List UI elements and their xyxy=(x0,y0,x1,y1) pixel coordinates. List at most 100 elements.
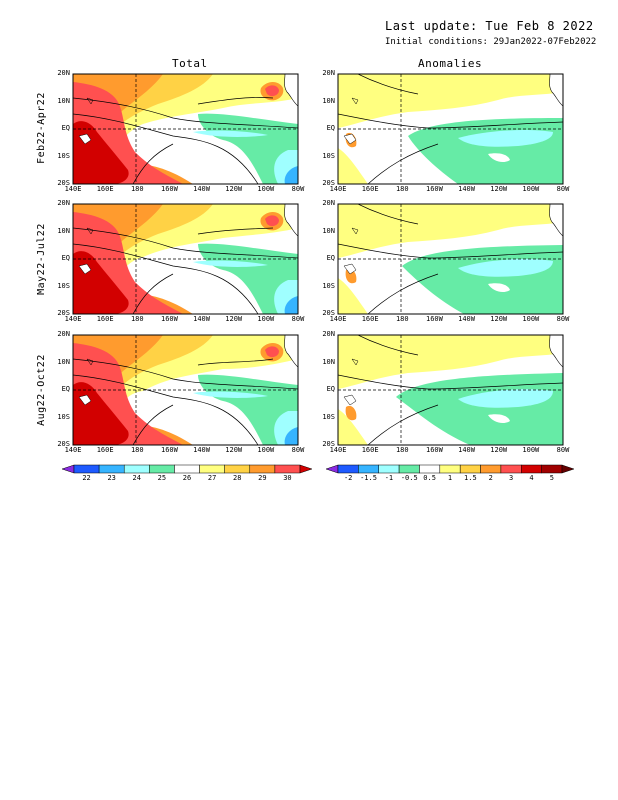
lon-label: 140E xyxy=(329,185,347,193)
lon-label: 100W xyxy=(257,185,275,193)
colorbar-anomalies xyxy=(325,464,575,474)
colorbar-label: 1.5 xyxy=(464,474,477,482)
colorbar-swatch xyxy=(521,464,542,474)
lon-label: 120W xyxy=(490,315,508,323)
lon-label: 120W xyxy=(225,315,243,323)
lon-label: 160E xyxy=(361,185,379,193)
lon-label: 80W xyxy=(291,446,305,454)
lon-label: 80W xyxy=(556,185,570,193)
colorbar-swatch xyxy=(149,464,175,474)
lat-label: EQ xyxy=(326,254,335,262)
lat-label: 20N xyxy=(322,330,335,338)
colorbar-swatch xyxy=(480,464,502,474)
lat-label: 10N xyxy=(57,226,70,235)
lon-label: 160W xyxy=(425,446,443,454)
colorbar-label: 28 xyxy=(233,474,242,482)
column-title-total: Total xyxy=(172,57,208,70)
lon-label: 160W xyxy=(160,446,178,454)
colorbar-swatch xyxy=(199,464,225,474)
lat-label: 10S xyxy=(322,151,335,160)
lat-label: 20N xyxy=(57,199,70,207)
lon-label: 160E xyxy=(96,315,114,323)
lat-label: 10N xyxy=(322,357,335,366)
lon-label: 100W xyxy=(522,185,540,193)
lat-label: 20N xyxy=(57,330,70,338)
lat-label: 10N xyxy=(57,357,70,366)
colorbar-arrow-left xyxy=(61,464,75,474)
lat-label: 10N xyxy=(322,226,335,235)
lat-label: 20S xyxy=(322,309,335,317)
colorbar-label: 4 xyxy=(529,474,534,482)
colorbar-label: -0.5 xyxy=(400,474,418,482)
colorbar-label: 22 xyxy=(82,474,91,482)
lon-label: 180 xyxy=(130,315,144,323)
map-panel-total-3 xyxy=(72,334,299,446)
lon-label: 160W xyxy=(160,315,178,323)
colorbar-swatch xyxy=(123,464,150,474)
colorbar-label: 26 xyxy=(182,474,192,482)
lon-label: 80W xyxy=(556,446,570,454)
lat-label: 20S xyxy=(57,309,70,317)
lat-label: 10S xyxy=(57,151,70,160)
colorbar-swatch xyxy=(224,464,251,474)
lon-label: 100W xyxy=(522,446,540,454)
map-panel-total-2 xyxy=(72,203,299,315)
lat-label: 20S xyxy=(322,440,335,448)
map-panel-total-1 xyxy=(72,73,299,185)
lon-label: 160W xyxy=(425,315,443,323)
colorbar-swatch xyxy=(249,464,276,474)
lon-label: 120W xyxy=(490,185,508,193)
colorbar-swatch xyxy=(73,464,100,474)
lon-label: 140W xyxy=(193,446,210,454)
colorbar-arrow-right xyxy=(561,464,575,474)
colorbar-swatch xyxy=(274,464,301,474)
lon-label: 140W xyxy=(458,315,475,323)
lon-label: 140E xyxy=(329,446,347,454)
lon-label: 80W xyxy=(556,315,570,323)
colorbar-label: 27 xyxy=(207,474,217,482)
colorbar-label: 25 xyxy=(157,474,167,482)
lat-label: EQ xyxy=(326,385,335,393)
lon-label: 120W xyxy=(225,185,243,193)
lon-label: 140W xyxy=(193,315,210,323)
lon-label: 120W xyxy=(490,446,508,454)
lon-label: 140E xyxy=(64,315,82,323)
colorbar-label: 30 xyxy=(283,474,292,482)
lat-label: 10S xyxy=(322,412,335,421)
lon-label: 160W xyxy=(425,185,443,193)
colorbar-label: -1.5 xyxy=(360,474,377,482)
column-title-anomalies: Anomalies xyxy=(418,57,483,70)
lon-label: 140E xyxy=(64,446,82,454)
lat-label: 20S xyxy=(322,179,335,187)
lon-label: 160E xyxy=(96,446,114,454)
colorbar-swatch xyxy=(337,464,359,474)
lon-label: 180 xyxy=(395,185,409,193)
lon-label: 180 xyxy=(130,446,144,454)
lon-label: 140E xyxy=(64,185,82,193)
colorbar-label: -1 xyxy=(384,474,394,482)
colorbar-label: 24 xyxy=(132,474,141,482)
lon-label: 140W xyxy=(458,446,475,454)
colorbar-swatch xyxy=(358,464,379,474)
map-panel-anom-1 xyxy=(337,73,564,185)
lat-label: 10N xyxy=(57,96,70,105)
lat-label: 10S xyxy=(57,281,70,290)
colorbar-swatch xyxy=(439,464,461,474)
lat-label: 10S xyxy=(322,281,335,290)
lon-label: 180 xyxy=(395,315,409,323)
colorbar-arrow-right xyxy=(299,464,313,474)
lat-label: 20S xyxy=(57,179,70,187)
lon-label: 160E xyxy=(361,315,379,323)
lon-label: 140W xyxy=(193,185,210,193)
lon-label: 100W xyxy=(257,315,275,323)
lat-label: 20N xyxy=(322,69,335,77)
lon-label: 140E xyxy=(329,315,347,323)
colorbar-label: 5 xyxy=(549,474,554,482)
colorbar-swatch xyxy=(419,464,441,474)
colorbar-label: 29 xyxy=(258,474,267,482)
lat-label: EQ xyxy=(61,124,70,132)
lat-label: EQ xyxy=(61,385,70,393)
colorbar-swatch xyxy=(398,464,420,474)
lon-label: 80W xyxy=(291,315,305,323)
lat-label: EQ xyxy=(326,124,335,132)
